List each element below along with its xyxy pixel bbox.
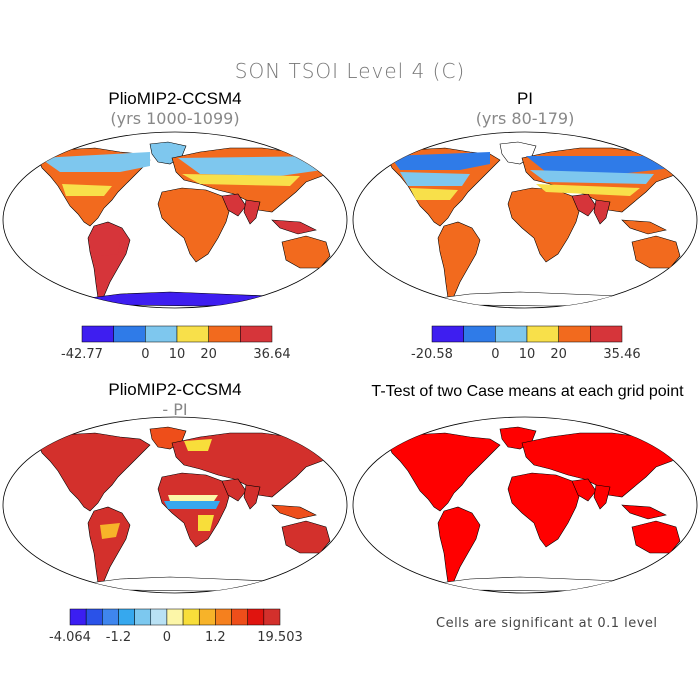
sahel-cooling-strip [164,501,220,509]
colorbar-swatch [118,608,135,626]
colorbar-swatch [102,608,119,626]
colorbar-swatch [176,325,209,343]
continent-arabia [571,478,597,502]
continent-indonesia [621,219,667,235]
continent-india [593,484,611,510]
colorbar-swatch [166,608,184,626]
colorbar-tick-label: 10 [169,347,186,362]
continent-india [243,484,261,510]
colorbar-tick-label: -4.064 [49,630,91,645]
eurasia-cold-band [526,156,676,174]
na-cold-band [390,152,490,170]
colorbar-swatch [431,325,464,343]
colorbar-swatch [263,608,281,626]
panel-1-title: PlioMIP2-CCSM4 [108,89,242,108]
colorbar-swatch [150,608,168,626]
continent-arabia [221,478,247,502]
panel-3-subtitle: - PI [162,400,188,419]
continent-indonesia [271,504,317,520]
colorbar-tick-label: -1.2 [106,630,131,645]
continent-indonesia [621,504,667,520]
colorbar-tick-label: 19.503 [257,630,303,645]
panel-2-title: PI [516,89,534,108]
figure-title: SON TSOI Level 4 (C) [234,59,466,83]
panel-4-title: T-Test of two Case means at each grid po… [371,383,684,400]
amazon-mixed [100,523,120,539]
colorbar-swatch [198,608,216,626]
colorbar-tick-label: 36.64 [253,347,290,362]
colorbar-swatch [526,325,559,343]
colorbar-tick-label: 20 [550,347,567,362]
sahel-yellow-strip [168,495,218,501]
continent-northAmerica [387,432,501,512]
colorbar-tick-label: 10 [519,347,536,362]
continent-india [593,199,611,225]
panel-3-title: PlioMIP2-CCSM4 [108,380,242,399]
colorbar-swatch [81,325,114,343]
colorbar-swatch [247,608,265,626]
map-panel-ttest [352,416,698,594]
colorbar-tick-label: 0 [163,630,171,645]
colorbar-difference: -4.064 -1.2 0 1.2 19.503 [49,608,303,645]
na-cool-band [400,172,470,186]
colorbar-swatch [215,608,232,626]
continent-southAmerica [437,506,481,584]
colorbar-tick-label: 20 [200,347,217,362]
panel-1-subtitle: (yrs 1000-1099) [110,109,240,128]
colorbar-swatch [85,608,103,626]
colorbar-swatch [113,325,146,343]
colorbar-tick-label: -20.58 [411,347,453,362]
colorbar-tick-label: 0 [141,347,149,362]
colorbar-swatch [558,325,591,343]
colorbar-swatch [240,325,273,343]
continent-africa [157,472,231,548]
map-panel-pliomip2 [2,131,348,309]
colorbar-swatch [495,325,528,343]
northern-high-lat-band [40,152,150,172]
colorbar-swatch [182,608,200,626]
map-panel-pi [352,131,698,309]
map-panel-difference [2,416,348,594]
continent-australia [281,235,331,269]
colorbar-tick-label: 1.2 [205,630,226,645]
colorbar-tick-label: 0 [491,347,499,362]
panel-2-subtitle: (yrs 80-179) [475,109,575,128]
colorbar-swatch [590,325,623,343]
colorbar-swatch [208,325,241,343]
continent-africa [507,472,581,548]
continent-india [243,199,261,225]
eurasia-cool-band [530,170,654,184]
continent-southAmerica [87,506,131,584]
continent-australia [631,235,681,269]
continent-australia [631,520,681,554]
colorbar-swatch [134,608,152,626]
continent-australia [281,520,331,554]
continent-northAmerica [37,432,151,512]
na-mid-band [62,184,112,196]
colorbar-pliomip2: -42.77 0 10 20 36.64 [61,325,291,362]
significance-note: Cells are significant at 0.1 level [436,616,658,631]
colorbar-swatch [145,325,178,343]
eurasia-north-band [178,156,326,176]
central-africa-mixed [198,515,214,531]
scandinavia-mixed [184,439,212,451]
colorbar-tick-label: 35.46 [603,347,640,362]
colorbar-pi: -20.58 0 10 20 35.46 [411,325,641,362]
continent-arabia [571,193,597,217]
continent-southAmerica [437,221,481,299]
continent-indonesia [271,219,317,235]
colorbar-swatch [463,325,496,343]
continent-eurasia [521,432,681,498]
na-mild-band [410,188,458,200]
colorbar-swatch [69,608,87,626]
continent-eurasia [171,432,331,498]
eurasia-mild-band [536,184,640,196]
eurasia-mid-band [182,174,300,186]
colorbar-tick-label: -42.77 [61,347,103,362]
amazon-hot [100,228,122,256]
continent-arabia [221,193,247,217]
colorbar-swatch [231,608,248,626]
continent-africa [157,187,231,263]
